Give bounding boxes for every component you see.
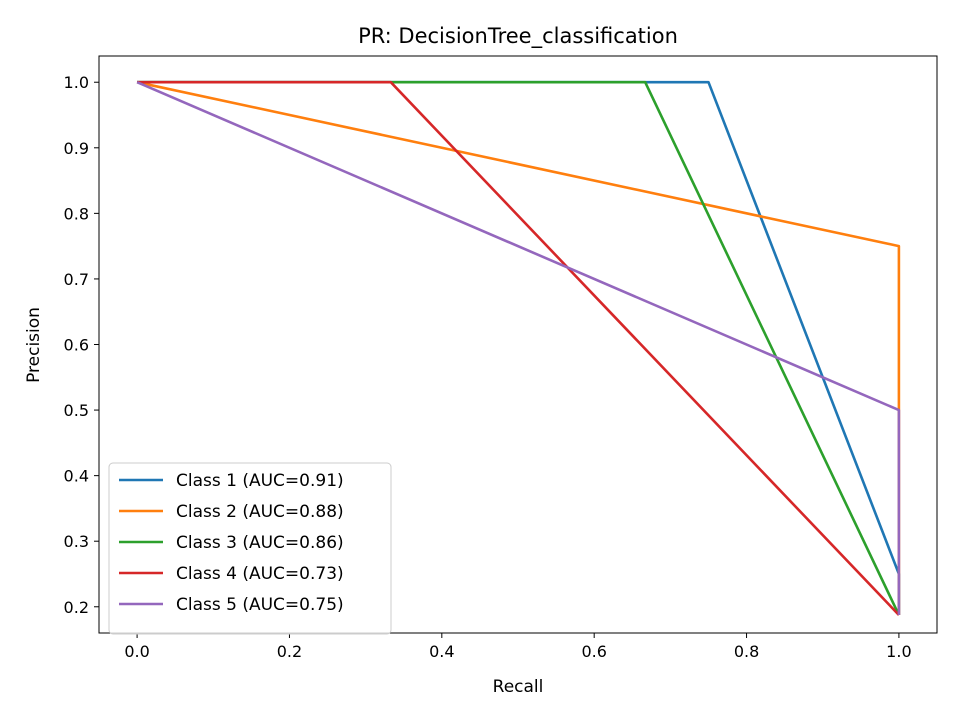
x-tick-label: 0.6 [581,642,606,661]
y-tick-label: 0.4 [64,467,89,486]
legend-label-class-5: Class 5 (AUC=0.75) [176,595,344,615]
legend-label-class-2: Class 2 (AUC=0.88) [176,502,344,522]
y-tick-label: 0.5 [64,401,89,420]
y-tick-label: 0.2 [64,598,89,617]
x-tick-label: 0.8 [734,642,759,661]
y-axis-label: Precision [24,307,44,383]
y-tick-label: 0.7 [64,270,89,289]
legend-label-class-1: Class 1 (AUC=0.91) [176,471,344,491]
legend: Class 1 (AUC=0.91) Class 2 (AUC=0.88) Clas… [108,462,392,635]
y-ticks: 0.2 0.3 0.4 0.5 0.6 0.7 0.8 0.9 1.0 [64,73,99,617]
x-tick-label: 0.4 [429,642,454,661]
x-tick-label: 1.0 [886,642,911,661]
x-tick-label: 0.2 [277,642,302,661]
y-tick-label: 1.0 [64,73,89,92]
plot-lines [136,80,901,616]
x-tick-label: 0.0 [124,642,149,661]
legend-box [108,462,392,635]
series-line-class-4 [137,80,900,616]
legend-label-class-3: Class 3 (AUC=0.86) [176,533,344,553]
series-line-class-5 [136,81,901,615]
y-tick-label: 0.6 [64,336,89,355]
x-axis-label: Recall [493,677,544,697]
legend-label-class-4: Class 4 (AUC=0.73) [176,564,344,584]
y-tick-label: 0.8 [64,204,89,223]
chart-title: PR: DecisionTree_classification [358,24,678,49]
y-tick-label: 0.3 [64,532,89,551]
y-tick-label: 0.9 [64,139,89,158]
x-ticks: 0.0 0.2 0.4 0.6 0.8 1.0 [124,633,912,661]
